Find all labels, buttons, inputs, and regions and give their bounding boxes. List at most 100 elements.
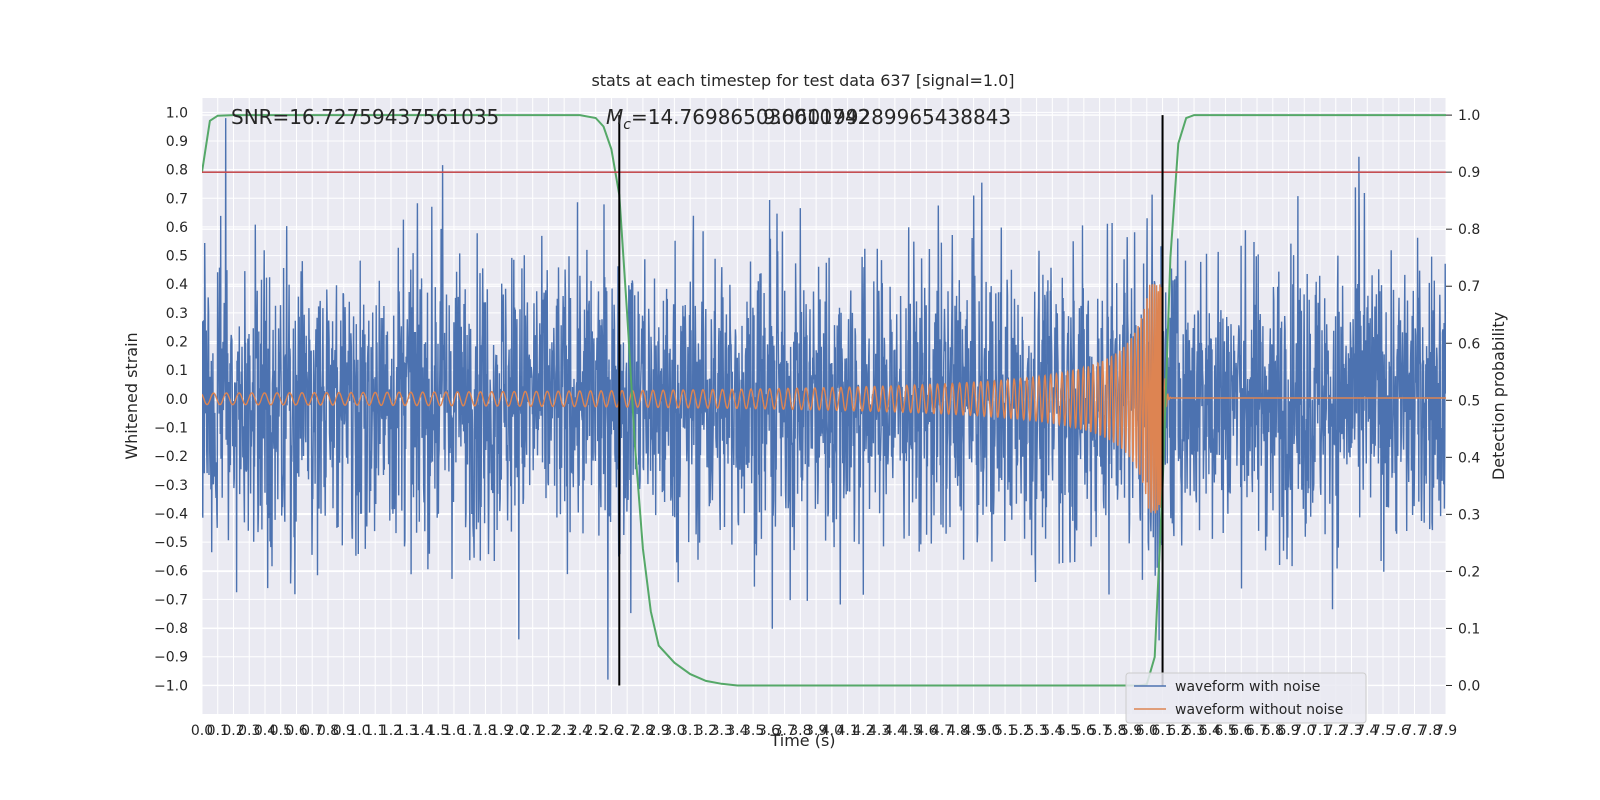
x-tick-label: 5.6 <box>1073 723 1095 739</box>
x-tick-label: 1.2 <box>380 723 402 739</box>
y-right-axis-label: Detection probability <box>1489 312 1508 480</box>
x-tick-label: 7.9 <box>1435 723 1457 739</box>
y-left-tick-label: 0.3 <box>166 306 188 322</box>
x-tick-label: 6.1 <box>1151 723 1173 739</box>
x-tick-label: 5.0 <box>978 723 1000 739</box>
x-tick-label: 4.8 <box>947 723 969 739</box>
x-tick-label: 2.1 <box>522 723 544 739</box>
chirp-mass-annotation: Mc=14.769865036010742 <box>606 105 870 133</box>
y-left-tick-label: 0.0 <box>166 392 188 408</box>
y-left-tick-label: −0.9 <box>154 650 188 666</box>
x-tick-label: 4.3 <box>868 723 890 739</box>
x-tick-label: 6.0 <box>1136 723 1158 739</box>
x-tick-label: 1.8 <box>474 723 496 739</box>
x-tick-label: 3.3 <box>711 723 733 739</box>
x-tick-label: 4.7 <box>931 723 953 739</box>
y-left-tick-label: 0.7 <box>166 191 188 207</box>
x-tick-label: 5.7 <box>1088 723 1110 739</box>
y-right-tick-label: 0.5 <box>1458 393 1480 409</box>
x-tick-label: 6.8 <box>1262 723 1284 739</box>
x-tick-label: 3.0 <box>663 723 685 739</box>
y-left-tick-label: 0.6 <box>166 220 188 236</box>
x-tick-label: 7.8 <box>1419 723 1441 739</box>
chart-title: stats at each timestep for test data 637… <box>591 71 1014 90</box>
y-right-tick-label: 0.8 <box>1458 222 1480 238</box>
x-tick-label: 7.4 <box>1356 723 1378 739</box>
x-tick-label: 7.0 <box>1293 723 1315 739</box>
x-tick-label: 5.8 <box>1104 723 1126 739</box>
y-left-tick-label: 1.0 <box>166 105 188 121</box>
x-tick-label: 1.6 <box>443 723 465 739</box>
x-tick-label: 1.7 <box>459 723 481 739</box>
x-tick-label: 6.3 <box>1183 723 1205 739</box>
x-tick-label: 7.1 <box>1309 723 1331 739</box>
x-tick-label: 1.1 <box>364 723 386 739</box>
y-left-tick-label: −0.6 <box>154 564 188 580</box>
x-tick-label: 6.7 <box>1246 723 1268 739</box>
x-tick-label: 2.5 <box>585 723 607 739</box>
legend: waveform with noise waveform without noi… <box>1125 672 1367 724</box>
y-left-tick-label: 0.2 <box>166 335 188 351</box>
y-right-tick-label: 0.0 <box>1458 678 1480 694</box>
x-tick-label: 6.6 <box>1230 723 1252 739</box>
x-tick-label: 4.5 <box>899 723 921 739</box>
x-tick-label: 3.2 <box>695 723 717 739</box>
y-right-tick-label: 0.3 <box>1458 507 1480 523</box>
x-tick-label: 5.3 <box>1025 723 1047 739</box>
x-tick-label: 7.7 <box>1403 723 1425 739</box>
x-tick-label: 2.7 <box>616 723 638 739</box>
legend-label-clean: waveform without noise <box>1175 702 1343 718</box>
x-tick-label: 0.7 <box>301 723 323 739</box>
x-tick-label: 3.5 <box>742 723 764 739</box>
vertical-markers <box>618 115 1164 686</box>
y-left-tick-label: −0.1 <box>154 420 188 436</box>
x-tick-label: 0.2 <box>222 723 244 739</box>
y-left-tick-label: −0.5 <box>154 535 188 551</box>
y-left-tick-label: 0.5 <box>166 249 188 265</box>
x-tick-label: 2.8 <box>632 723 654 739</box>
x-tick-label: 2.6 <box>600 723 622 739</box>
x-tick-label: 2.4 <box>569 723 591 739</box>
x-tick-label: 3.4 <box>726 723 748 739</box>
x-tick-label: 1.4 <box>411 723 433 739</box>
y-right-tick-label: 0.4 <box>1458 450 1480 466</box>
y-left-tick-label: −0.8 <box>154 621 188 637</box>
y-left-tick-label: 0.9 <box>166 134 188 150</box>
y-left-tick-label: −0.2 <box>154 449 188 465</box>
data-layer <box>202 114 1446 687</box>
x-tick-label: 4.2 <box>852 723 874 739</box>
y-left-tick-label: −0.4 <box>154 506 188 522</box>
x-tick-label: 2.2 <box>537 723 559 739</box>
x-tick-label: 0.4 <box>254 723 276 739</box>
waveform-with-noise-series <box>202 118 1446 680</box>
x-tick-label: 2.3 <box>553 723 575 739</box>
x-tick-label: 5.9 <box>1120 723 1142 739</box>
x-tick-label: 6.4 <box>1199 723 1221 739</box>
y-left-tick-label: −0.7 <box>154 592 188 608</box>
x-axis-label: Time (s) <box>769 731 835 750</box>
x-tick-label: 0.3 <box>238 723 260 739</box>
y-left-axis-label: Whitened strain <box>122 332 141 459</box>
y-right-tick-label: 0.6 <box>1458 336 1480 352</box>
x-tick-label: 1.5 <box>427 723 449 739</box>
x-tick-label: 0.5 <box>270 723 292 739</box>
x-tick-label: 3.1 <box>679 723 701 739</box>
legend-label-noise: waveform with noise <box>1175 679 1320 695</box>
x-tick-label: 7.2 <box>1325 723 1347 739</box>
x-tick-label: 4.9 <box>962 723 984 739</box>
y-left-tick-label: 0.4 <box>166 277 188 293</box>
x-tick-label: 5.5 <box>1057 723 1079 739</box>
waveform-without-noise-series <box>202 284 1446 514</box>
x-tick-label: 3.8 <box>789 723 811 739</box>
x-tick-label: 0.6 <box>285 723 307 739</box>
x-tick-label: 0.1 <box>207 723 229 739</box>
y-left-tick-label: 0.8 <box>166 163 188 179</box>
snr-annotation: SNR=16.72759437561035 <box>231 105 499 129</box>
overlapping-annotation: 9.060199289965438843 <box>763 105 1011 129</box>
x-tick-label: 1.0 <box>348 723 370 739</box>
x-tick-label: 5.2 <box>1010 723 1032 739</box>
y-left-axis-ticks: 1.0 0.9 0.8 0.7 0.6 0.5 0.4 0.3 0.2 0.1 0.0 −0.1 −0.… <box>154 105 188 694</box>
x-tick-label: 2.0 <box>506 723 528 739</box>
x-tick-label: 1.3 <box>396 723 418 739</box>
